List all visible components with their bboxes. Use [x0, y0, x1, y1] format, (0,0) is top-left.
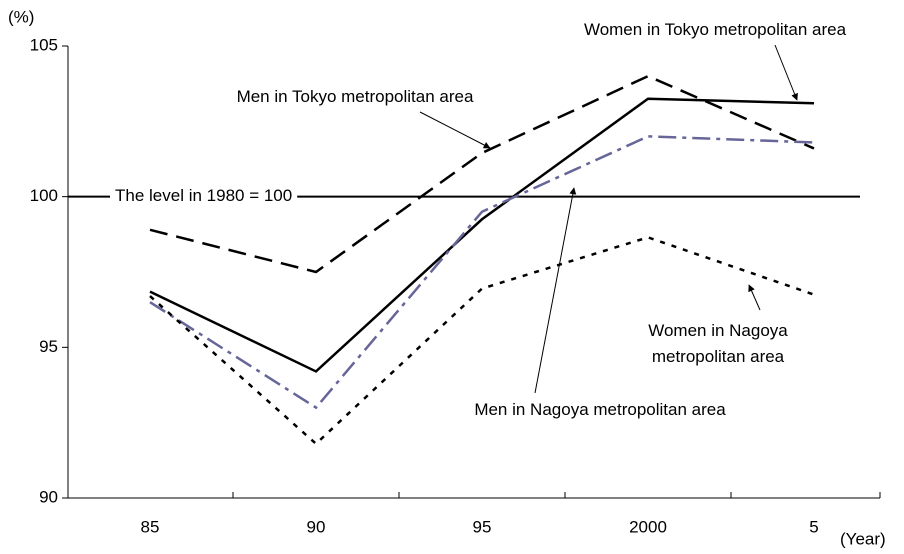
y-tick-label: 105	[30, 35, 58, 54]
series-line	[149, 97, 815, 373]
y-tick-label: 95	[39, 337, 58, 356]
y-tick-label: 100	[30, 186, 58, 205]
series-line	[149, 236, 815, 446]
y-tick-label: 90	[39, 487, 58, 506]
annotation: Women in Tokyo metropolitan area	[583, 20, 847, 39]
x-axis-label: (Year)	[840, 529, 886, 548]
y-axis-label: (%)	[8, 7, 34, 26]
x-tick-label: 5	[809, 517, 818, 536]
annotation: Men in Tokyo metropolitan area	[236, 87, 474, 106]
reference-label-bg	[110, 186, 298, 206]
x-tick-label: 85	[141, 517, 160, 536]
reference-label: The level in 1980 = 100	[115, 186, 292, 205]
x-ticks	[232, 492, 881, 498]
annotation-arrows	[419, 44, 798, 394]
x-tick-label: 95	[473, 517, 492, 536]
annotation: Men in Nagoya metropolitan area	[474, 400, 726, 419]
annotation: Women in Nagoya metropolitan area	[648, 321, 788, 366]
x-tick-label: 90	[307, 517, 326, 536]
series-line	[149, 135, 815, 410]
series-line	[149, 74, 815, 274]
x-tick-label: 2000	[629, 517, 667, 536]
